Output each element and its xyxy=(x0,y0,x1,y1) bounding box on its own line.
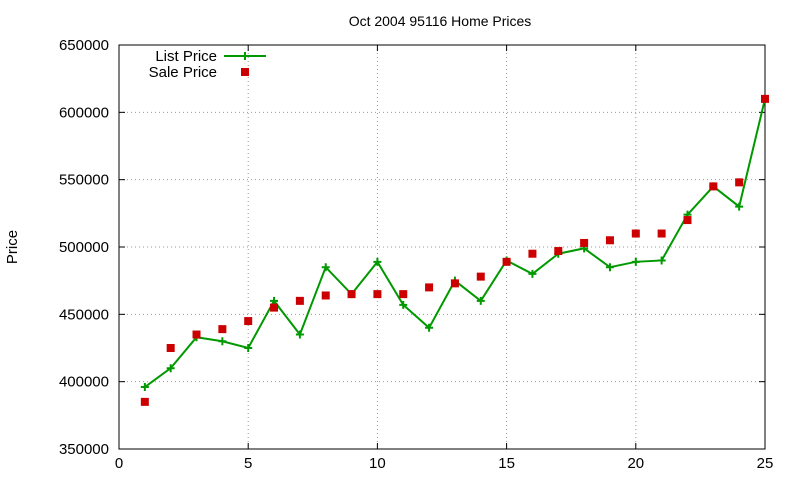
list-price-point xyxy=(270,296,279,305)
y-tick-label: 350000 xyxy=(59,441,109,458)
ticks: 0 5 10 15 20 25 350000 400000 450000 500000 550000… xyxy=(59,37,773,472)
sale-price-point xyxy=(450,279,459,288)
list-price-point xyxy=(735,202,744,211)
sale-price-point xyxy=(605,236,614,245)
y-tick-label: 450000 xyxy=(59,306,109,323)
sale-price-point xyxy=(528,249,537,258)
sale-price-point xyxy=(502,257,511,266)
list-price-point xyxy=(295,330,304,339)
sale-price-point xyxy=(476,272,485,281)
legend-plus-sample xyxy=(241,52,249,60)
x-tick-label: 5 xyxy=(244,455,252,472)
sale-price-point xyxy=(554,247,563,256)
list-price-point xyxy=(166,364,175,373)
sale-price-point xyxy=(580,238,589,247)
list-price-point xyxy=(631,257,640,266)
y-tick-label: 550000 xyxy=(59,172,109,189)
marks xyxy=(140,94,769,406)
list-price-point xyxy=(425,323,434,332)
sale-price-point xyxy=(166,344,175,352)
sale-price-point xyxy=(683,216,692,225)
sale-price-point xyxy=(709,182,718,191)
chart-title: Oct 2004 95116 Home Prices xyxy=(349,13,532,29)
sale-price-point xyxy=(761,94,769,103)
series-line-list-price xyxy=(144,98,766,388)
x-tick-label: 25 xyxy=(757,455,774,472)
x-tick-label: 10 xyxy=(369,455,386,472)
list-price-point xyxy=(218,337,227,346)
x-tick-label: 0 xyxy=(115,455,123,472)
y-axis-label: Price xyxy=(4,230,21,264)
sale-price-point xyxy=(657,229,666,238)
sale-price-point xyxy=(244,317,253,326)
sale-price-point xyxy=(270,303,279,312)
sale-price-point xyxy=(735,178,744,187)
sale-price-point xyxy=(140,397,149,406)
y-tick-label: 500000 xyxy=(59,239,109,256)
list-price-point xyxy=(399,300,408,309)
legend-square-sample xyxy=(241,68,249,76)
sale-price-point xyxy=(192,330,201,339)
list-price-point xyxy=(321,263,330,272)
list-price-point xyxy=(373,257,382,266)
sale-price-point xyxy=(373,290,382,299)
y-tick-label: 650000 xyxy=(59,37,109,54)
sale-price-point xyxy=(295,296,304,305)
list-price-point xyxy=(657,256,666,265)
sale-price-point xyxy=(399,290,408,299)
sale-price-point xyxy=(347,290,356,299)
y-tick-label: 400000 xyxy=(59,374,109,391)
list-price-point xyxy=(528,269,537,278)
grid xyxy=(119,45,765,449)
x-tick-label: 15 xyxy=(498,455,515,472)
list-price-point xyxy=(476,296,485,305)
list-price-point xyxy=(140,383,149,392)
y-tick-label: 600000 xyxy=(59,104,109,121)
legend-label: List Price xyxy=(155,48,217,65)
x-tick-label: 20 xyxy=(627,455,644,472)
sale-price-point xyxy=(631,229,640,238)
legend-label: Sale Price xyxy=(149,64,217,81)
sale-price-point xyxy=(425,283,434,292)
sale-price-point xyxy=(321,291,330,300)
list-price-point xyxy=(605,263,614,272)
sale-price-point xyxy=(218,325,227,334)
list-price-point xyxy=(244,344,253,352)
